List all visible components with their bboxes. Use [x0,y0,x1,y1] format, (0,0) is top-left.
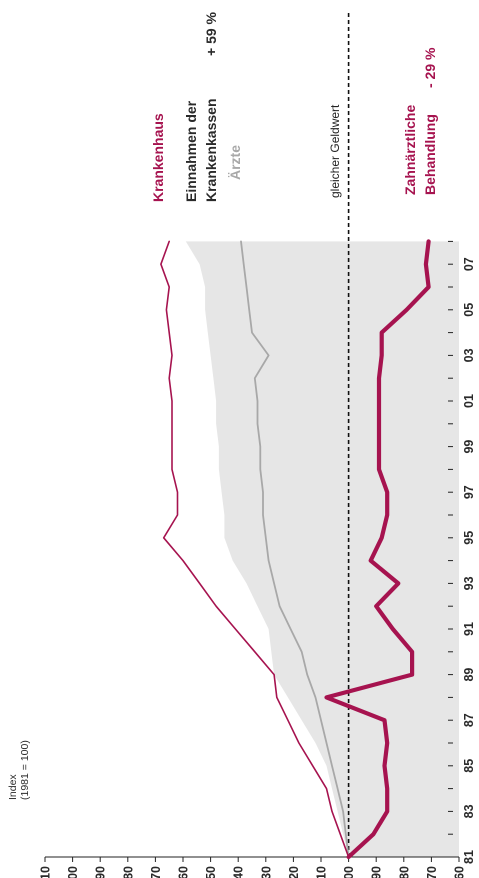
year-tick-label: 03 [462,348,476,362]
value-tick-label: 110 [315,866,329,878]
year-tick-label: 83 [462,804,476,818]
value-tick-label: 200 [66,866,80,878]
value-tick-label: 140 [232,866,246,878]
value-tick-label: 170 [149,866,163,878]
label-zahnaerztliche-line1: Zahnärztliche [402,105,418,195]
line-series [160,12,431,860]
label-einnahmen-percent: + 59 % [203,11,219,56]
label-zahnaerztliche-line2: Behandlung [422,114,438,195]
year-axis: 81 83 85 87 89 91 93 95 97 99 01 03 05 07 [448,240,476,864]
value-tick-label: 80 [397,866,411,878]
label-zahnaerztliche-percent: - 29 % [422,47,438,88]
area-einnahmen [185,241,460,857]
line-aerzte [240,240,350,858]
year-tick-label: 81 [462,850,476,864]
year-tick-label: 87 [462,713,476,727]
value-tick-label: 210 [39,866,53,878]
line-zahnaerztliche [324,239,431,860]
year-tick-label: 97 [462,485,476,499]
value-tick-label: 70 [425,866,439,878]
y-axis-label: Index [7,774,19,800]
line-krankenhaus [160,240,350,858]
year-tick-label: 05 [462,303,476,317]
value-tick-label: 180 [121,866,135,878]
value-tick-label: 100 [342,866,356,878]
value-tick-label: 60 [453,866,467,878]
year-tick-label: 85 [462,759,476,773]
value-axis: 60 70 80 90 100 110 120 130 140 150 160 170 180 190 20… [39,856,467,878]
value-tick-label: 90 [370,866,384,878]
label-aerzte: Ärzte [227,145,243,180]
label-krankenhaus: Krankenhaus [150,113,166,202]
year-tick-label: 07 [462,257,476,271]
value-tick-label: 150 [204,866,218,878]
area-series-einnahmen [185,241,460,857]
label-einnahmen-line2: Krankenkassen [203,98,219,202]
label-einnahmen-line1: Einnahmen der [183,100,199,202]
year-tick-label: 95 [462,531,476,545]
year-tick-label: 89 [462,668,476,682]
value-tick-label: 130 [259,866,273,878]
value-tick-label: 190 [94,866,108,878]
value-tick-label: 120 [287,866,301,878]
label-gleicher-geldwert: gleicher Geldwert [328,104,342,198]
year-tick-label: 01 [462,394,476,408]
year-tick-label: 99 [462,440,476,454]
y-axis-label-note: (1981 = 100) [19,740,31,800]
year-tick-label: 91 [462,622,476,636]
year-tick-label: 93 [462,576,476,590]
value-tick-label: 160 [177,866,191,878]
